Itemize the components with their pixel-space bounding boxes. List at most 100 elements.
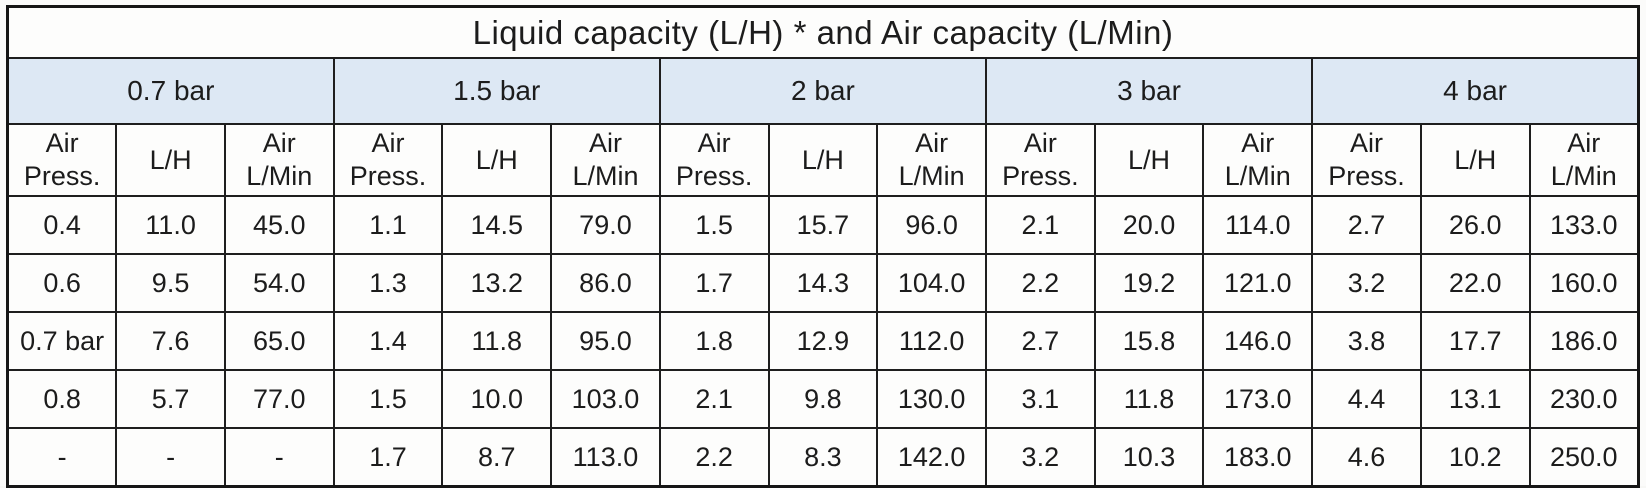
group-header-cell: 4 bar [1311,57,1640,125]
data-cell: 8.3 [767,427,879,488]
data-cell: 1.5 [658,195,770,255]
data-cell: 1.3 [332,253,444,313]
data-cell: 65.0 [223,311,335,371]
group-header-cell: 0.7 bar [6,57,335,125]
column-header-cell: Air Press. [6,123,118,197]
data-cell: 121.0 [1202,253,1314,313]
column-header-cell: Air Press. [332,123,444,197]
group-header-cell: 1.5 bar [332,57,661,125]
data-cell: 0.7 bar [6,311,118,371]
column-header-cell: Air L/Min [1202,123,1314,197]
table-row: 0.4 11.0 45.0 1.1 14.5 79.0 1.5 15.7 96.0 2.1 20.0… [6,195,1640,255]
data-cell: 13.1 [1419,369,1531,429]
data-cell: 9.8 [767,369,879,429]
data-cell: 2.2 [984,253,1096,313]
data-cell: 1.8 [658,311,770,371]
data-cell: 1.5 [332,369,444,429]
column-header-cell: Air Press. [984,123,1096,197]
table-row: 0.7 bar 7.6 65.0 1.4 11.8 95.0 1.8 12.9 112.0 2.7… [6,311,1640,371]
column-header-cell: L/H [441,123,553,197]
data-cell: 22.0 [1419,253,1531,313]
data-cell: 11.0 [115,195,226,255]
data-cell: 12.9 [767,311,879,371]
data-cell: 146.0 [1202,311,1314,371]
data-cell: 104.0 [876,253,987,313]
data-cell: 1.7 [658,253,770,313]
data-cell: 14.5 [441,195,553,255]
data-cell: 230.0 [1528,369,1640,429]
column-header-cell: Air L/Min [550,123,661,197]
data-cell: 79.0 [550,195,661,255]
data-cell: 45.0 [223,195,335,255]
column-header-cell: Air L/Min [1528,123,1640,197]
data-cell: - [6,427,118,488]
data-cell: 8.7 [441,427,553,488]
column-header-cell: L/H [1093,123,1205,197]
data-cell: 160.0 [1528,253,1640,313]
data-cell: 250.0 [1528,427,1640,488]
data-cell: 2.7 [984,311,1096,371]
data-cell: - [223,427,335,488]
data-cell: 130.0 [876,369,987,429]
data-cell: 0.8 [6,369,118,429]
data-cell: 10.2 [1419,427,1531,488]
data-cell: 4.4 [1311,369,1422,429]
data-cell: - [115,427,226,488]
title-row: Liquid capacity (L/H) * and Air capacity… [6,5,1640,59]
data-cell: 3.2 [1311,253,1422,313]
data-cell: 95.0 [550,311,661,371]
column-header-cell: L/H [115,123,226,197]
data-cell: 2.1 [984,195,1096,255]
data-cell: 15.7 [767,195,879,255]
data-cell: 3.8 [1311,311,1422,371]
data-cell: 10.3 [1093,427,1205,488]
data-cell: 17.7 [1419,311,1531,371]
data-cell: 142.0 [876,427,987,488]
data-cell: 0.6 [6,253,118,313]
table-row: 0.8 5.7 77.0 1.5 10.0 103.0 2.1 9.8 130.0 3.1 11.8… [6,369,1640,429]
data-cell: 26.0 [1419,195,1531,255]
group-header-cell: 3 bar [984,57,1314,125]
column-header-cell: Air L/Min [876,123,987,197]
data-cell: 183.0 [1202,427,1314,488]
data-cell: 54.0 [223,253,335,313]
data-cell: 11.8 [441,311,553,371]
data-cell: 3.1 [984,369,1096,429]
data-cell: 13.2 [441,253,553,313]
column-header-row: Air Press. L/H Air L/Min Air Press. L/H Air L… [6,123,1640,197]
table-row: - - -1.7 8.7 113.0 2.2 8.3 142.0 3.2 10.3 183.0 4.6… [6,427,1640,488]
data-cell: 14.3 [767,253,879,313]
data-cell: 133.0 [1528,195,1640,255]
data-cell: 2.1 [658,369,770,429]
data-cell: 86.0 [550,253,661,313]
table-title: Liquid capacity (L/H) * and Air capacity… [6,5,1640,59]
data-cell: 1.1 [332,195,444,255]
data-cell: 113.0 [550,427,661,488]
data-cell: 114.0 [1202,195,1314,255]
data-cell: 20.0 [1093,195,1205,255]
data-cell: 186.0 [1528,311,1640,371]
data-cell: 2.7 [1311,195,1422,255]
data-cell: 103.0 [550,369,661,429]
data-cell: 173.0 [1202,369,1314,429]
data-cell: 11.8 [1093,369,1205,429]
data-cell: 0.4 [6,195,118,255]
data-cell: 96.0 [876,195,987,255]
data-cell: 1.4 [332,311,444,371]
data-cell: 10.0 [441,369,553,429]
data-cell: 7.6 [115,311,226,371]
pressure-group-header-row: 0.7 bar 1.5 bar 2 bar 3 bar 4 bar [6,57,1640,125]
column-header-cell: Air L/Min [223,123,335,197]
column-header-cell: L/H [767,123,879,197]
data-cell: 3.2 [984,427,1096,488]
data-cell: 9.5 [115,253,226,313]
data-cell: 77.0 [223,369,335,429]
data-cell: 4.6 [1311,427,1422,488]
group-header-cell: 2 bar [658,57,987,125]
data-cell: 15.8 [1093,311,1205,371]
capacity-table: Liquid capacity (L/H) * and Air capacity… [6,5,1640,488]
data-cell: 1.7 [332,427,444,488]
table-row: 0.6 9.5 54.0 1.3 13.2 86.0 1.7 14.3 104.0 2.2 19.2… [6,253,1640,313]
column-header-cell: L/H [1419,123,1531,197]
column-header-cell: Air Press. [1311,123,1422,197]
